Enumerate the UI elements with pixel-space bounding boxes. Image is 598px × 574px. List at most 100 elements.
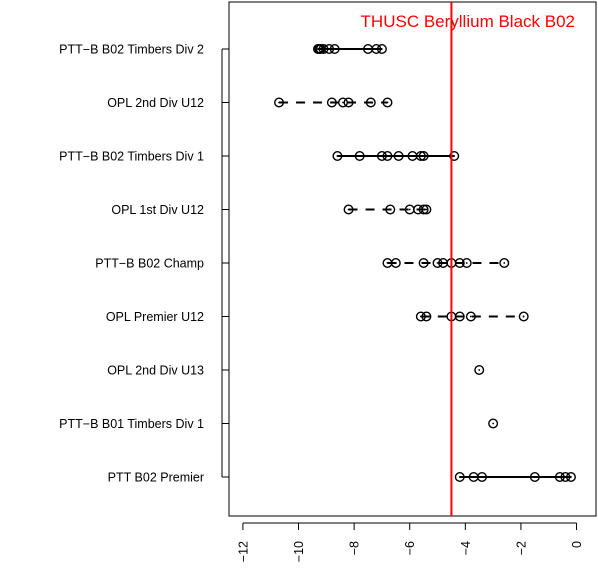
data-point-center <box>322 48 325 50</box>
data-point-center <box>408 208 411 211</box>
data-point <box>382 150 393 161</box>
data-point <box>454 472 465 483</box>
data-point-center <box>319 48 322 50</box>
data-point <box>418 150 429 161</box>
data-point-center <box>469 315 472 318</box>
data-point <box>477 472 488 483</box>
data-points <box>274 44 576 483</box>
data-point-center <box>419 155 422 157</box>
data-point-center <box>342 101 344 104</box>
x-tick-label: −2 <box>514 541 528 555</box>
data-point-center <box>458 262 461 264</box>
data-point-center <box>481 476 483 478</box>
category-label: OPL Premier U12 <box>106 310 204 324</box>
data-point <box>454 258 465 269</box>
data-point-center <box>492 422 495 425</box>
reference-line-label: THUSC Beryllium Black B02 <box>361 12 575 31</box>
category-label: PTT−B B02 Timbers Div 2 <box>59 43 204 57</box>
x-tick-label: −4 <box>459 541 473 555</box>
category-axis: PTT−B B02 Timbers Div 2 OPL 2nd Div U12 PT… <box>59 43 229 485</box>
data-point <box>343 97 354 108</box>
data-point-center <box>422 155 425 157</box>
data-point-center <box>522 315 525 318</box>
data-point-center <box>478 369 481 371</box>
data-point-center <box>389 208 392 211</box>
data-point-center <box>328 48 330 50</box>
data-point <box>376 44 387 55</box>
data-point-center <box>330 101 333 104</box>
data-point-center <box>570 476 572 478</box>
data-point-center <box>333 48 336 50</box>
data-point <box>488 418 499 429</box>
data-point <box>274 97 285 108</box>
data-point <box>329 44 340 55</box>
data-point-center <box>397 155 400 157</box>
category-label: PTT−B B02 Timbers Div 1 <box>59 150 204 164</box>
data-point <box>337 97 348 108</box>
x-tick-label: −8 <box>348 541 362 555</box>
data-point <box>560 472 571 483</box>
data-point-center <box>336 155 339 157</box>
category-label: OPL 2nd Div U13 <box>107 364 204 378</box>
category-label: PTT B02 Premier <box>108 471 204 485</box>
data-point <box>565 472 576 483</box>
data-point <box>418 258 429 269</box>
data-point-center <box>411 155 414 157</box>
data-point <box>554 472 565 483</box>
data-point <box>421 204 432 215</box>
data-point <box>461 258 472 269</box>
series-lines <box>279 48 571 478</box>
data-point-center <box>458 315 461 318</box>
data-point <box>518 311 529 322</box>
data-point-center <box>386 155 389 157</box>
x-tick-label: 0 <box>570 541 584 548</box>
data-point-center <box>436 262 439 264</box>
data-point-center <box>381 155 383 157</box>
data-point <box>529 472 540 483</box>
data-point-center <box>422 208 425 211</box>
data-point <box>474 365 485 376</box>
data-point <box>371 44 382 55</box>
data-point-center <box>425 208 428 211</box>
data-point-center <box>558 476 561 478</box>
data-point-center <box>417 208 419 211</box>
data-point-center <box>425 315 428 318</box>
data-point <box>418 204 429 215</box>
data-point-center <box>503 262 506 264</box>
data-point-center <box>317 48 319 50</box>
data-point-center <box>347 208 350 211</box>
category-label: OPL 2nd Div U12 <box>107 96 204 110</box>
data-point-center <box>369 101 372 104</box>
data-point-center <box>386 262 389 264</box>
x-tick-label: −10 <box>292 541 306 562</box>
data-point <box>318 44 329 55</box>
data-point-center <box>472 476 475 478</box>
data-point-center <box>347 101 350 104</box>
data-point <box>354 150 365 161</box>
data-point-center <box>564 476 567 478</box>
data-point-center <box>375 48 378 50</box>
data-point <box>421 311 432 322</box>
data-point <box>499 258 510 269</box>
data-point-center <box>278 101 280 104</box>
data-point <box>385 204 396 215</box>
data-point <box>449 150 460 161</box>
data-point <box>415 311 426 322</box>
data-point <box>454 311 465 322</box>
plot-frame <box>228 1 597 517</box>
data-point-center <box>533 476 536 478</box>
data-point-center <box>358 155 361 157</box>
data-point-center <box>458 476 461 478</box>
data-point-center <box>394 262 397 264</box>
x-tick-label: −6 <box>403 541 417 555</box>
x-axis: −12 −10 −8 −6 −4 −2 0 <box>236 522 584 562</box>
data-point <box>326 97 337 108</box>
data-point <box>390 258 401 269</box>
data-point <box>415 150 426 161</box>
data-point-center <box>442 262 444 264</box>
data-point <box>393 150 404 161</box>
data-point-center <box>465 262 468 264</box>
data-point <box>365 97 376 108</box>
category-label: PTT−B B02 Champ <box>95 257 204 271</box>
